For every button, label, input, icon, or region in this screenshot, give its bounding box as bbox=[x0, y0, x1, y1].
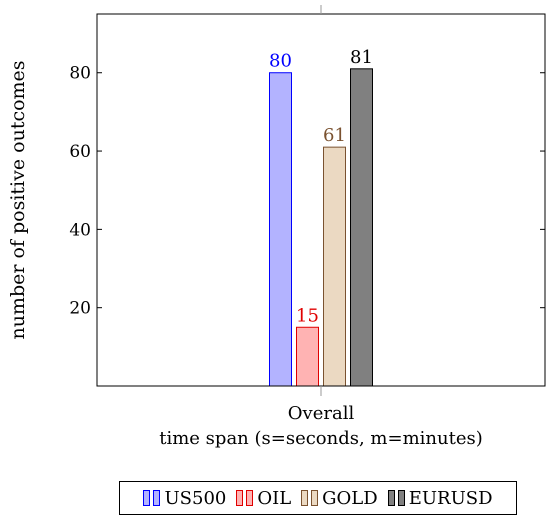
legend-swatch-bar bbox=[301, 490, 309, 506]
legend-swatch-bar bbox=[153, 490, 161, 506]
legend-swatch-bar bbox=[311, 490, 319, 506]
y-tick-label: 80 bbox=[69, 64, 91, 84]
x-axis-ticks: Overall bbox=[288, 5, 355, 424]
plot-frame bbox=[96, 13, 546, 387]
bar-value-label: 61 bbox=[323, 125, 346, 146]
legend-label: OIL bbox=[257, 487, 292, 509]
y-axis-label: number of positive outcomes bbox=[7, 60, 29, 339]
legend-swatch-bar bbox=[246, 490, 254, 506]
y-tick-label: 40 bbox=[69, 220, 91, 240]
legend-label: EURUSD bbox=[408, 487, 493, 509]
bar-gold bbox=[323, 146, 346, 387]
y-axis-ticks: 20 40 60 80 bbox=[69, 64, 545, 319]
legend-swatch-bar bbox=[143, 490, 151, 506]
legend-swatch bbox=[236, 490, 254, 506]
bar-value-label: 80 bbox=[269, 51, 292, 72]
bar-oil bbox=[296, 326, 319, 387]
legend-swatch-bar bbox=[397, 490, 405, 506]
legend: US500 OIL GOLD EURUSD bbox=[119, 481, 517, 515]
legend-swatch-bar bbox=[387, 490, 395, 506]
legend-item-oil: OIL bbox=[236, 488, 291, 509]
y-tick-label: 20 bbox=[69, 299, 91, 319]
bar-value-label: 15 bbox=[296, 305, 319, 326]
legend-swatch bbox=[301, 490, 319, 506]
x-tick-label: Overall bbox=[288, 403, 355, 424]
y-tick-label: 60 bbox=[69, 142, 91, 162]
legend-label: GOLD bbox=[322, 487, 378, 509]
legend-swatch-bar bbox=[236, 490, 244, 506]
legend-swatch bbox=[143, 490, 161, 506]
bar-us500 bbox=[269, 72, 292, 387]
x-axis-label: time span (s=seconds, m=minutes) bbox=[159, 428, 483, 449]
legend-label: US500 bbox=[164, 487, 227, 509]
legend-item-eurusd: EURUSD bbox=[387, 487, 493, 509]
legend-swatch bbox=[387, 490, 405, 506]
bar-eurusd bbox=[350, 68, 373, 387]
legend-item-us500: US500 bbox=[143, 488, 226, 509]
bar-value-label: 81 bbox=[350, 47, 373, 68]
bars-group: 80 15 61 81 bbox=[269, 47, 373, 387]
legend-item-gold: GOLD bbox=[301, 488, 378, 509]
